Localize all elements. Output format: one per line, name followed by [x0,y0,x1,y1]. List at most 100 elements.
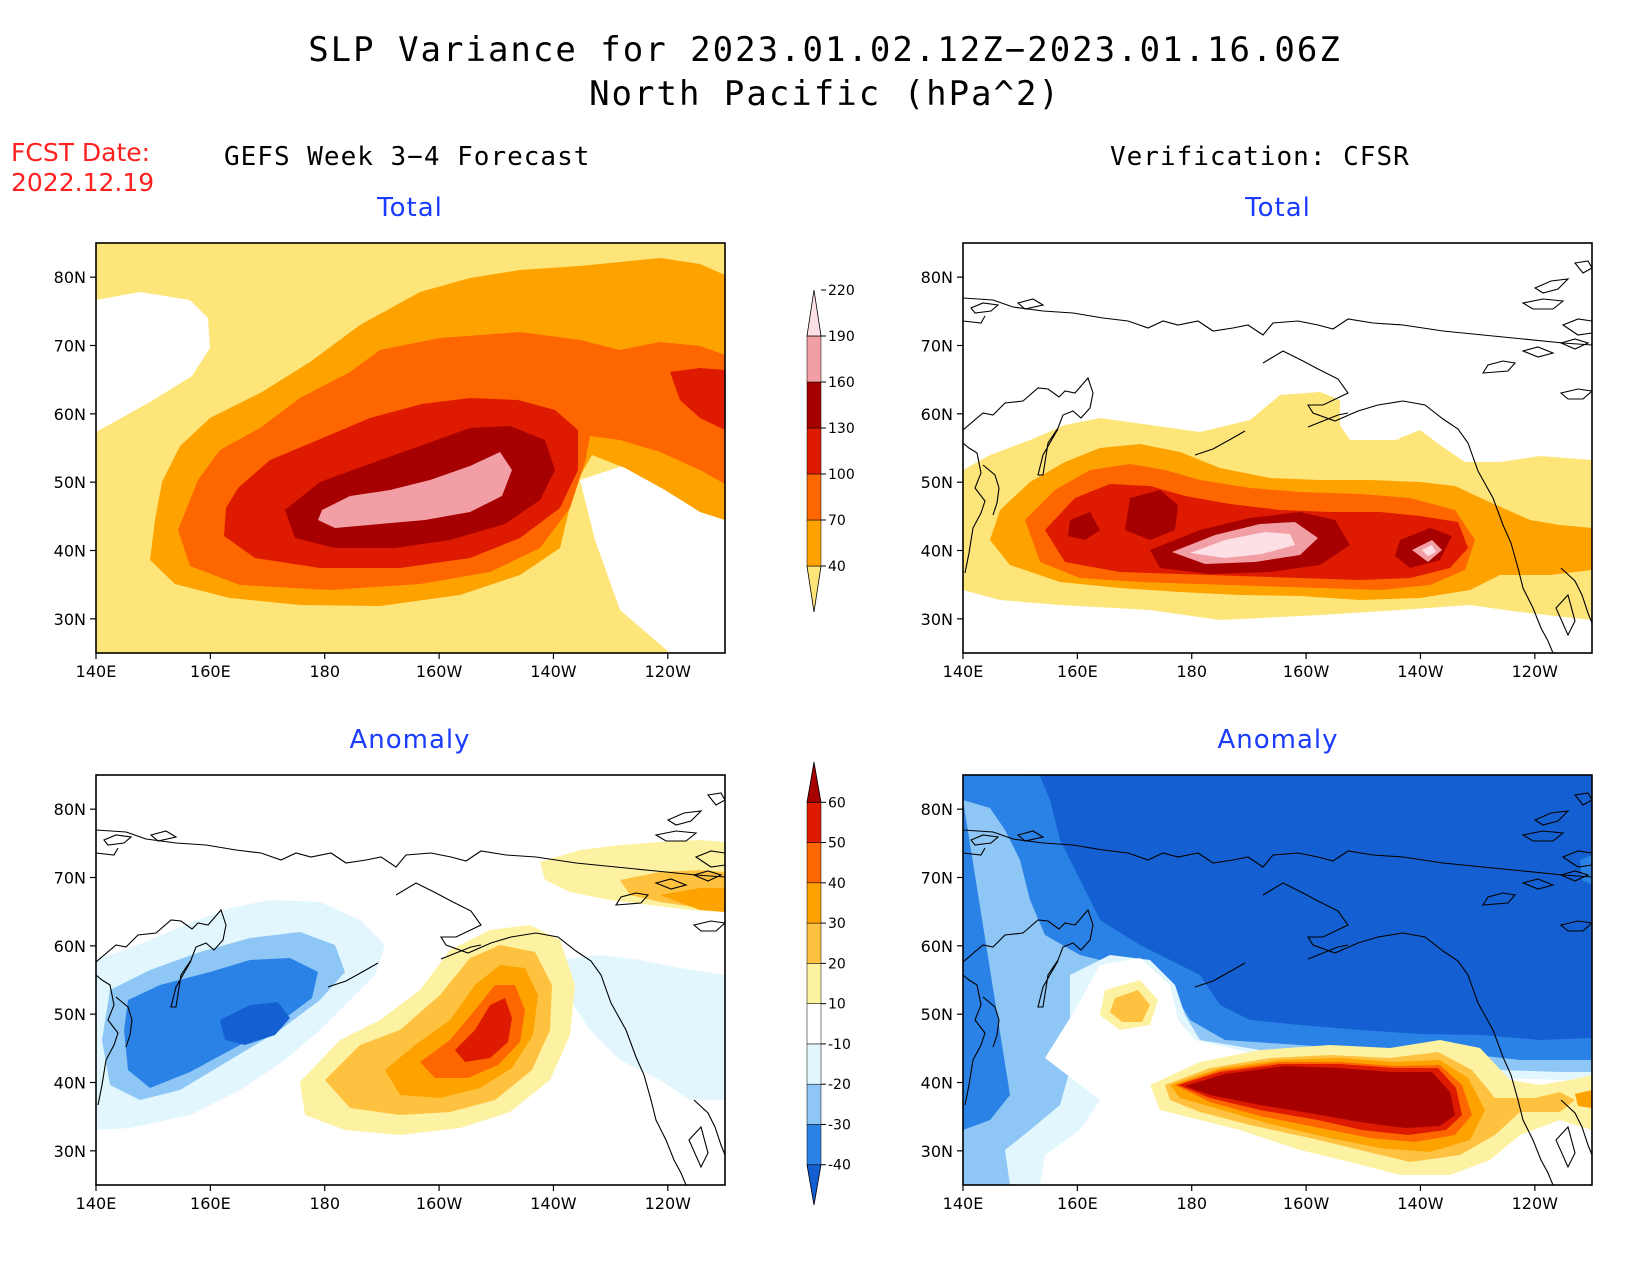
lat-tick-label: 70N [921,869,953,888]
colorbar-label: -20 [828,1077,851,1093]
lon-tick-label: 140E [943,662,984,681]
lon-tick-label: 160W [1283,662,1330,681]
colorbar-swatch [806,802,822,843]
lat-tick-label: 30N [54,610,86,629]
colorbar-label: -40 [828,1158,851,1174]
colorbar-label: 70 [828,513,846,529]
lat-tick-label: 30N [921,610,953,629]
lat-tick-label: 80N [921,800,953,819]
lat-tick-label: 30N [54,1142,86,1161]
colorbar-label: 30 [828,916,846,932]
colorbar-label: 130 [828,421,855,437]
column-header-verification: Verification: CFSR [1110,142,1410,172]
lon-tick-label: 140E [76,662,117,681]
colorbar-anomaly: -40 -30 -20 -10 10 20 30 40 50 60 [806,761,851,1206]
colorbar-label: 40 [828,559,846,575]
lat-tick-label: 50N [921,473,953,492]
colorbar-swatch [806,1003,822,1045]
lat-tick-label: 70N [54,869,86,888]
lon-tick-label: 140E [943,1194,984,1213]
colorbar-label: 20 [828,956,846,972]
colorbar-swatch [806,289,822,337]
lat-tick-label: 80N [921,268,953,287]
panel-verif-anomaly [962,774,1593,1186]
panel-fcst-total [95,242,726,654]
lat-tick-label: 70N [54,337,86,356]
lat-tick-label: 60N [54,405,86,424]
lon-tick-label: 140W [1397,1194,1444,1213]
lat-tick-label: 60N [921,405,953,424]
fcst-date-value: 2022.12.19 [11,168,155,197]
panel-title-fcst-total: Total [377,193,443,223]
lat-tick-label: 50N [54,473,86,492]
figure-title-line2: North Pacific (hPa^2) [589,74,1061,114]
panel-title-fcst-anomaly: Anomaly [349,725,471,755]
colorbar-swatch [806,1043,822,1085]
lat-tick-label: 30N [921,1142,953,1161]
fcst-date-label: FCST Date: [11,138,151,167]
lon-tick-label: 180 [309,1194,340,1213]
lon-tick-label: 160W [416,662,463,681]
lon-tick-label: 160E [1057,1194,1098,1213]
lat-tick-label: 50N [54,1005,86,1024]
colorbar-label: 40 [828,876,846,892]
lon-tick-label: 140E [76,1194,117,1213]
colorbar-swatch [806,1124,822,1165]
colorbar-swatch [806,519,822,567]
lat-tick-label: 80N [54,268,86,287]
figure-title-line1: SLP Variance for 2023.01.02.12Z−2023.01.… [308,30,1342,70]
colorbar-swatch [806,427,822,475]
lon-tick-label: 180 [309,662,340,681]
colorbar-label: 220 [828,283,855,299]
colorbar-swatch [806,1164,822,1206]
colorbar-label: 190 [828,329,855,345]
panel-title-verif-total: Total [1245,193,1311,223]
panel-fcst-anomaly [95,774,726,1186]
lon-tick-label: 160E [1057,662,1098,681]
colorbar-swatch [806,842,822,884]
lon-tick-label: 140W [530,1194,577,1213]
colorbar-label: 50 [828,836,846,852]
lon-tick-label: 160E [190,662,231,681]
colorbar-swatch [806,882,822,924]
lon-tick-label: 140W [530,662,577,681]
lon-tick-label: 160W [416,1194,463,1213]
lon-tick-label: 120W [645,662,692,681]
lat-tick-label: 70N [921,337,953,356]
lon-tick-label: 120W [1512,662,1559,681]
colorbar-label: 160 [828,375,855,391]
colorbar-label: 100 [828,467,855,483]
lon-tick-label: 160E [190,1194,231,1213]
lat-tick-label: 60N [921,937,953,956]
colorbar-swatch [806,381,822,429]
colorbar-swatch [806,761,822,803]
colorbar-swatch [806,565,822,613]
lat-tick-label: 80N [54,800,86,819]
lat-tick-label: 40N [54,542,86,561]
lat-tick-label: 40N [921,542,953,561]
lon-tick-label: 140W [1397,662,1444,681]
colorbar-swatch [806,473,822,521]
lon-tick-label: 180 [1176,662,1207,681]
lon-tick-label: 180 [1176,1194,1207,1213]
colorbar-label: 10 [828,997,846,1013]
colorbar-swatch [806,335,822,383]
colorbar-label: 60 [828,795,846,811]
panel-title-verif-anomaly: Anomaly [1217,725,1339,755]
colorbar-swatch [806,1083,822,1125]
lat-tick-label: 40N [921,1074,953,1093]
panel-verif-total [962,242,1593,654]
colorbar-swatch [806,963,822,1004]
colorbar-total: 40 70 100 130 160 190 220 [806,283,855,613]
lon-tick-label: 120W [1512,1194,1559,1213]
lon-tick-label: 120W [645,1194,692,1213]
colorbar-label: -30 [828,1117,851,1133]
lat-tick-label: 50N [921,1005,953,1024]
colorbar-swatch [806,922,822,964]
lat-tick-label: 60N [54,937,86,956]
lon-tick-label: 160W [1283,1194,1330,1213]
column-header-forecast: GEFS Week 3−4 Forecast [224,142,591,172]
lat-tick-label: 40N [54,1074,86,1093]
colorbar-label: -10 [828,1037,851,1053]
